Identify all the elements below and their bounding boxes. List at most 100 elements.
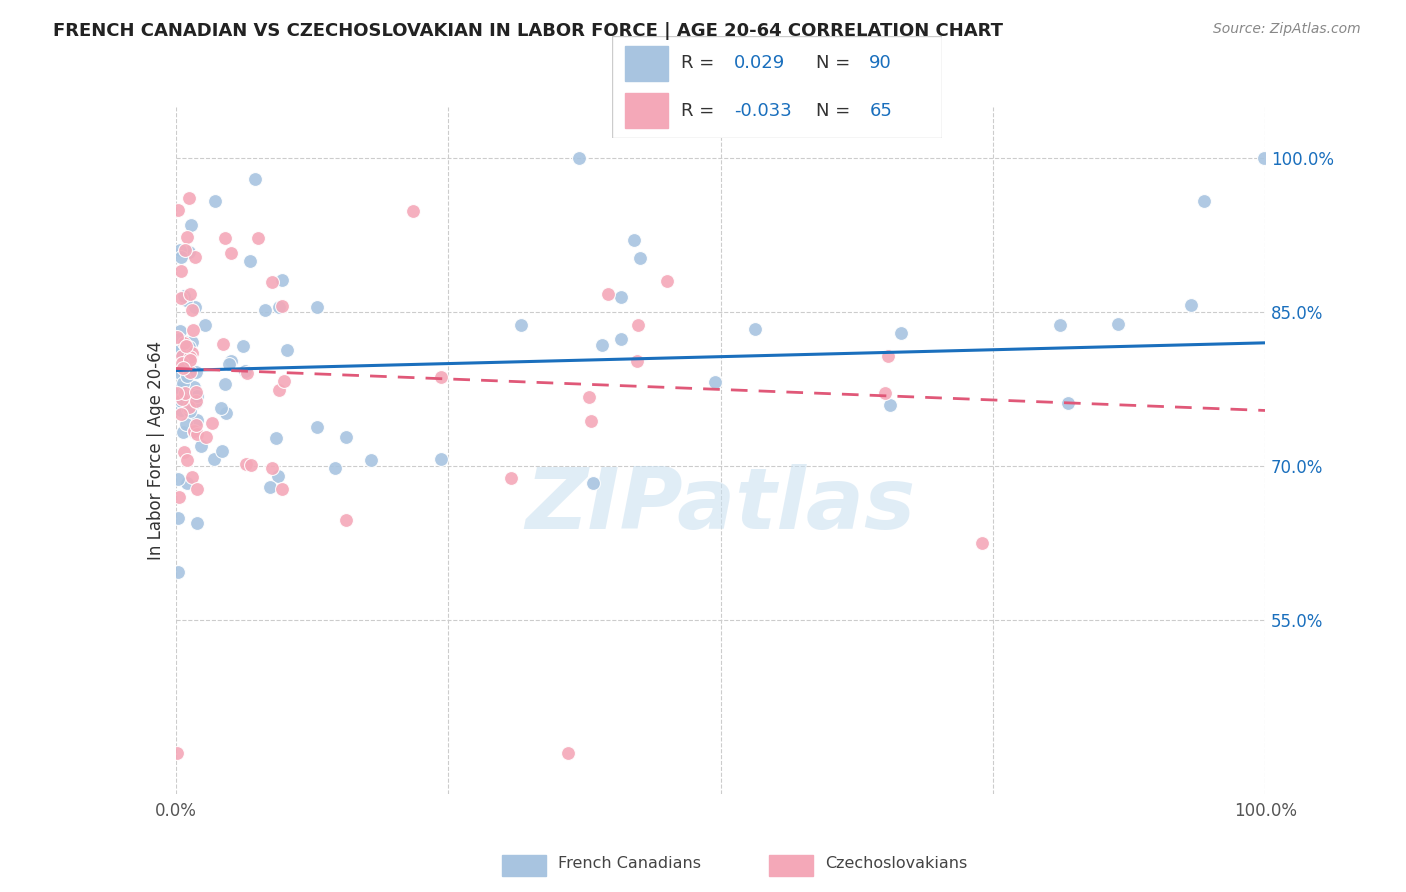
Point: [628, 251, 651, 265]
Point: [172, 376, 194, 390]
Point: [1180, 297, 1202, 311]
Point: [173, 336, 195, 351]
Point: [170, 335, 193, 350]
Bar: [624, 45, 668, 81]
Point: [267, 468, 290, 483]
Point: [180, 386, 202, 401]
Point: [186, 412, 208, 426]
Point: [360, 453, 382, 467]
Point: [510, 318, 533, 333]
Point: [270, 299, 292, 313]
Point: [186, 395, 208, 409]
Point: [233, 364, 256, 378]
Text: Czechoslovakians: Czechoslovakians: [825, 856, 967, 871]
Point: [626, 354, 648, 368]
Text: FRENCH CANADIAN VS CZECHOSLOVAKIAN IN LABOR FORCE | AGE 20-64 CORRELATION CHART: FRENCH CANADIAN VS CZECHOSLOVAKIAN IN LA…: [53, 22, 1004, 40]
Point: [181, 470, 204, 484]
Point: [579, 414, 602, 428]
Point: [179, 244, 201, 259]
Point: [170, 393, 193, 408]
Point: [190, 439, 212, 453]
Point: [174, 293, 197, 307]
Point: [169, 366, 191, 380]
Point: [186, 394, 208, 409]
Text: ZIPatlas: ZIPatlas: [526, 464, 915, 547]
Point: [247, 231, 270, 245]
Text: N =: N =: [817, 54, 856, 72]
Point: [176, 475, 198, 490]
Point: [183, 424, 205, 438]
Point: [430, 369, 453, 384]
Point: [186, 516, 208, 530]
Point: [169, 324, 191, 338]
Point: [1192, 194, 1215, 208]
Point: [970, 535, 993, 549]
Point: [201, 416, 224, 430]
Point: [169, 343, 191, 358]
Point: [173, 335, 195, 350]
Point: [655, 274, 678, 288]
Bar: [624, 93, 668, 128]
Point: [167, 472, 190, 486]
Point: [172, 359, 194, 373]
Point: [184, 385, 207, 400]
Point: [174, 385, 197, 400]
Point: [172, 392, 194, 406]
Point: [166, 511, 188, 525]
Point: [335, 430, 357, 444]
Point: [214, 231, 236, 245]
Point: [172, 360, 194, 375]
Point: [181, 323, 204, 337]
Point: [180, 218, 202, 232]
Point: [610, 332, 633, 346]
Point: [177, 340, 200, 354]
Point: [245, 172, 267, 186]
Point: [166, 385, 188, 400]
Point: [180, 302, 202, 317]
Point: [183, 380, 205, 394]
Bar: [502, 855, 546, 876]
Point: [167, 332, 190, 346]
Point: [186, 389, 208, 403]
Y-axis label: In Labor Force | Age 20-64: In Labor Force | Age 20-64: [146, 341, 165, 560]
Point: [183, 425, 205, 439]
Point: [194, 318, 217, 332]
Point: [212, 336, 235, 351]
Point: [591, 338, 613, 352]
Point: [1049, 318, 1071, 333]
Point: [499, 470, 522, 484]
Text: N =: N =: [817, 102, 856, 120]
Point: [170, 291, 193, 305]
Point: [181, 335, 204, 350]
Point: [179, 287, 201, 301]
Point: [260, 461, 283, 475]
Point: [166, 746, 188, 760]
Point: [1107, 317, 1129, 331]
Point: [176, 368, 198, 383]
Point: [166, 330, 188, 344]
Point: [271, 273, 294, 287]
Point: [179, 352, 201, 367]
Point: [172, 356, 194, 370]
Point: [623, 233, 645, 247]
Point: [169, 381, 191, 395]
Point: [176, 453, 198, 467]
Point: [167, 490, 190, 504]
Point: [221, 354, 243, 368]
Point: [172, 338, 194, 352]
Point: [873, 385, 896, 400]
Point: [259, 480, 281, 494]
Point: [215, 406, 238, 420]
Point: [184, 365, 207, 379]
Point: [269, 300, 291, 314]
Point: [173, 444, 195, 458]
Point: [169, 407, 191, 421]
Point: [270, 482, 292, 496]
Point: [181, 388, 204, 402]
Point: [204, 194, 226, 208]
Point: [170, 264, 193, 278]
Point: [186, 426, 208, 441]
Point: [211, 444, 233, 458]
Point: [264, 431, 287, 445]
Point: [214, 377, 236, 392]
